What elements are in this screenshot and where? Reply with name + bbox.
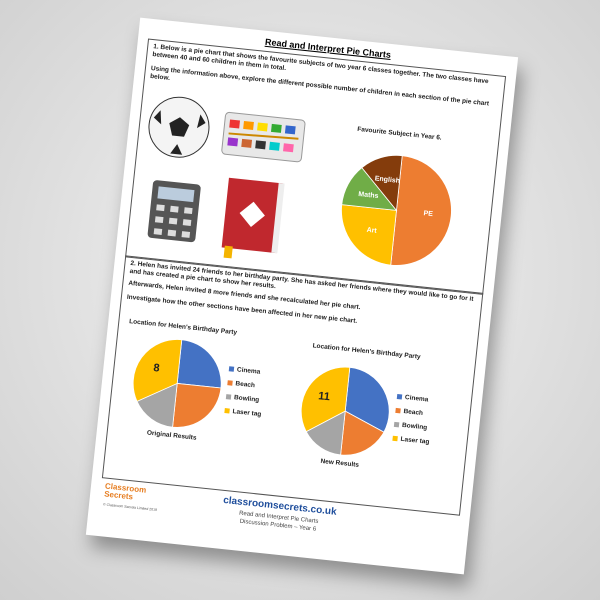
chart-title: Location for Helen's Birthday Party — [312, 342, 421, 360]
pie-slice — [132, 339, 183, 402]
legend-swatch — [224, 408, 230, 414]
legend-label: Beach — [403, 408, 423, 417]
legend-label: Laser tag — [232, 408, 262, 418]
legend-label: Beach — [235, 380, 255, 389]
legend-swatch — [228, 366, 235, 372]
chart-title: Favourite Subject in Year 6. — [357, 126, 442, 142]
pie-slice — [136, 382, 178, 428]
pie-slice — [176, 339, 222, 389]
chart-caption: Original Results — [147, 430, 198, 442]
chart-caption: New Results — [320, 458, 360, 469]
data-label: 8 — [153, 362, 160, 375]
legend-label: Laser tag — [400, 436, 430, 446]
pie-slice — [361, 155, 403, 212]
legend-swatch — [393, 421, 400, 428]
legend-label: Cinema — [237, 366, 261, 375]
book-icon — [221, 177, 285, 259]
chart-title: Location for Helen's Birthday Party — [129, 318, 238, 336]
football-icon — [148, 96, 210, 158]
pie-slice — [300, 366, 351, 433]
logo-background — [105, 480, 168, 508]
legend-label: Bowling — [402, 422, 428, 432]
calculator-icon — [147, 180, 201, 243]
graphics: PE Art Maths English Favourite Subject in Ye… — [105, 96, 452, 508]
slice-label: English — [374, 175, 400, 185]
pie-slice — [344, 366, 390, 433]
legend-swatch — [396, 393, 403, 400]
slice-label: Art — [366, 227, 377, 235]
pie-slice — [341, 204, 397, 266]
legend-swatch — [392, 435, 398, 442]
legend-swatch — [225, 394, 232, 400]
legend-label: Bowling — [234, 394, 260, 404]
legend-swatch — [395, 407, 401, 414]
pie-slice — [340, 410, 385, 456]
pie-slice — [172, 382, 222, 428]
data-label: 11 — [318, 390, 331, 403]
paint-icon — [221, 111, 306, 163]
legend-label: Cinema — [405, 394, 429, 403]
slice-label: PE — [423, 210, 433, 218]
worksheet: Read and Interpret Pie Charts 1. Below i… — [85, 17, 519, 575]
pie-slice — [390, 155, 452, 266]
slice-label: Maths — [358, 191, 379, 200]
legend-swatch — [227, 380, 233, 386]
